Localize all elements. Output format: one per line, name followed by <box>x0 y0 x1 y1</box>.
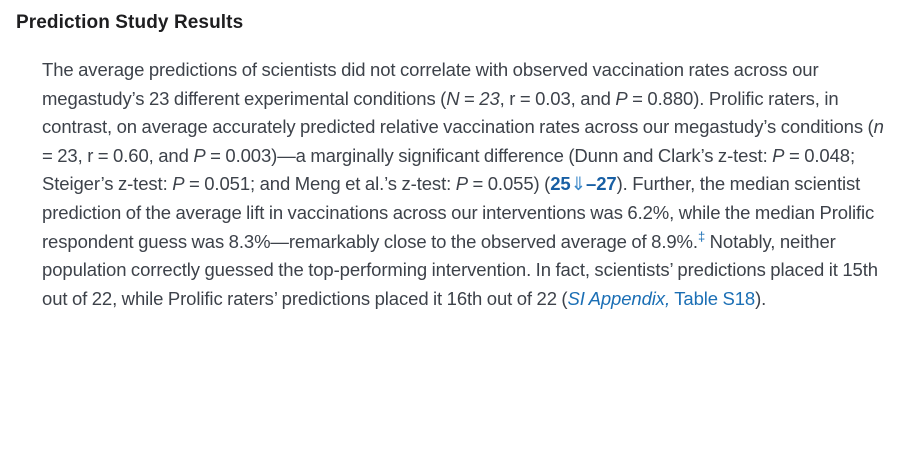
table-s18-link[interactable]: Table S18 <box>674 287 756 309</box>
body-text: = 23, r = 0.60, and <box>42 144 194 166</box>
body-text: = 0.051; and Meng et al.’s z-test: <box>184 173 456 195</box>
si-appendix-link[interactable]: SI Appendix, <box>567 287 671 309</box>
body-text: = 0.003)—a marginally significant differ… <box>205 144 773 166</box>
variable-P: P <box>193 144 206 166</box>
variable-P: P <box>455 173 468 195</box>
section-heading: Prediction Study Results <box>16 12 244 33</box>
citation-expand-arrow-icon[interactable]: ⇓ <box>570 173 587 195</box>
body-text: The average predictions of scientists di… <box>42 59 819 109</box>
value-sample-size: 23 <box>479 87 500 109</box>
variable-P: P <box>772 144 785 166</box>
body-text: Notably, neither population correctly gu… <box>42 230 878 309</box>
footnote-double-dagger-link[interactable]: ‡ <box>697 228 706 244</box>
citation-ref-25-link[interactable]: 25 <box>550 173 571 195</box>
body-text: = 0.055) ( <box>467 173 551 195</box>
body-text: = 0.880). Prolific raters, in contrast, … <box>42 87 874 138</box>
variable-n: n <box>873 116 884 138</box>
body-text: = <box>459 87 480 109</box>
variable-N: N <box>446 87 460 109</box>
body-text: , r = 0.03, and <box>499 87 616 109</box>
paragraph-prediction-study: The average predictions of scientists di… <box>42 56 898 313</box>
citation-ref-27-link[interactable]: –27 <box>586 173 617 195</box>
variable-P: P <box>615 87 628 109</box>
body-text: ). <box>755 287 767 309</box>
variable-P: P <box>172 173 185 195</box>
body-text: = 0.048; Steiger’s z-test: <box>42 144 856 195</box>
body-text: ). Further, the median scientist predict… <box>42 173 875 252</box>
